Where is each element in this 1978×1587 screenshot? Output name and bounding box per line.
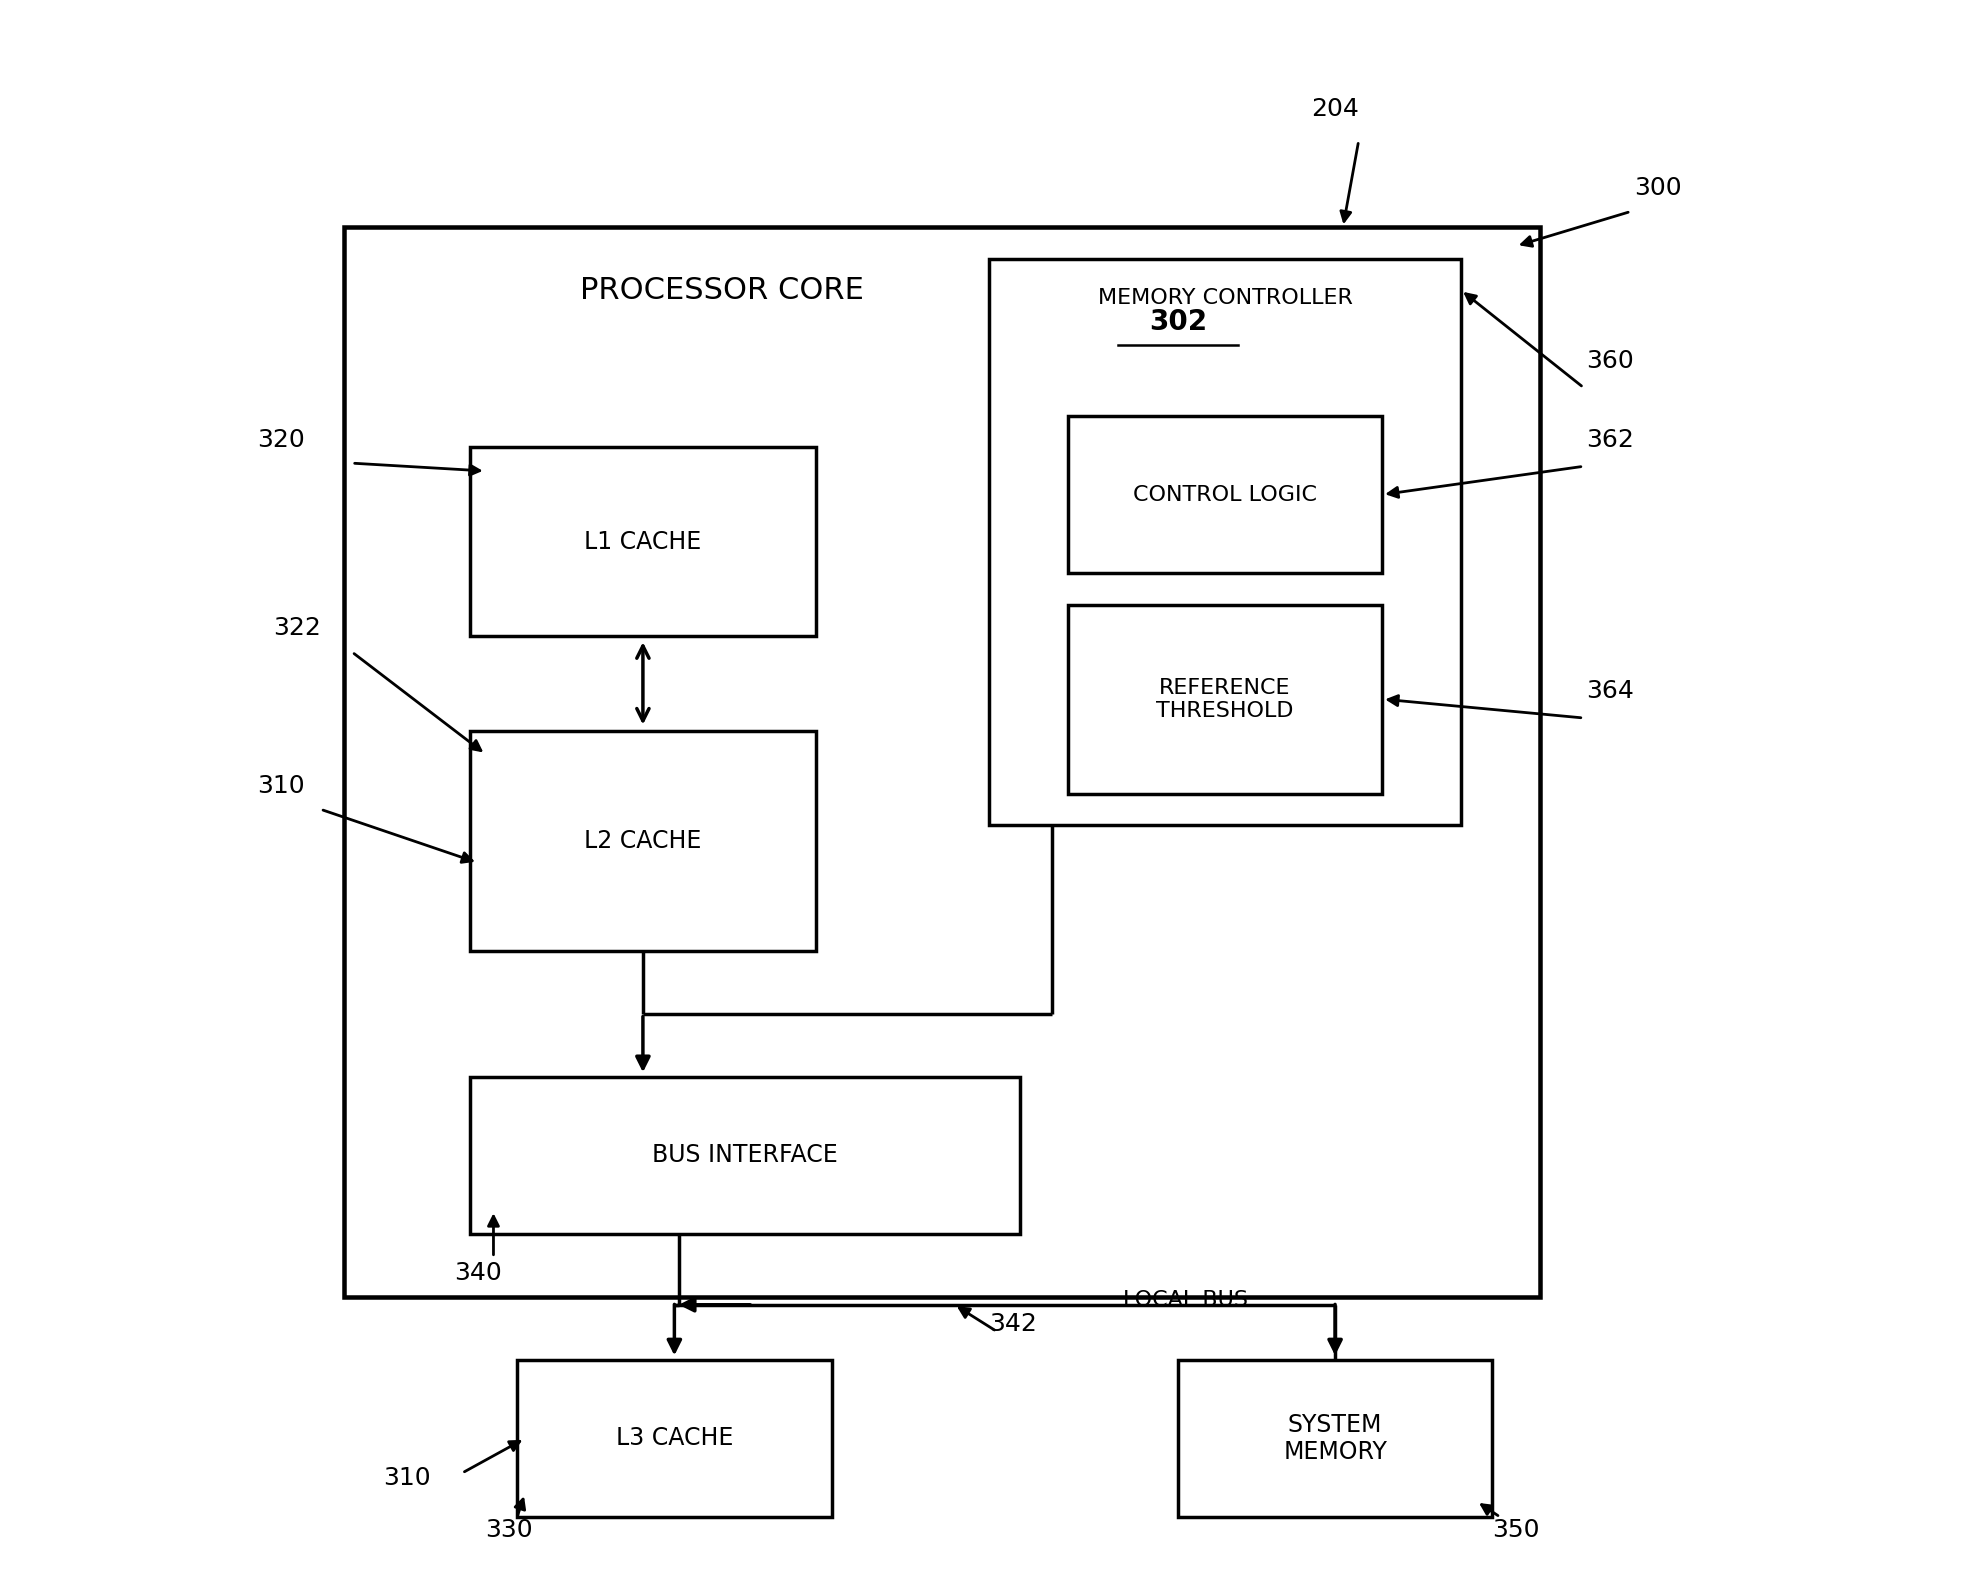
Text: 310: 310 xyxy=(384,1466,431,1490)
Text: 362: 362 xyxy=(1586,427,1634,452)
Text: 342: 342 xyxy=(989,1311,1036,1336)
Text: 330: 330 xyxy=(485,1517,532,1541)
Text: 300: 300 xyxy=(1634,176,1681,200)
Text: REFERENCE
THRESHOLD: REFERENCE THRESHOLD xyxy=(1157,678,1294,720)
Text: BUS INTERFACE: BUS INTERFACE xyxy=(653,1143,839,1168)
FancyBboxPatch shape xyxy=(471,730,817,951)
Text: 320: 320 xyxy=(257,427,305,452)
Text: 322: 322 xyxy=(273,616,320,640)
Text: L1 CACHE: L1 CACHE xyxy=(584,530,702,554)
Text: 340: 340 xyxy=(453,1262,502,1285)
Text: 360: 360 xyxy=(1586,349,1634,373)
Text: 302: 302 xyxy=(1149,308,1207,335)
Text: 350: 350 xyxy=(1491,1517,1539,1541)
FancyBboxPatch shape xyxy=(1177,1360,1491,1517)
Text: 204: 204 xyxy=(1311,97,1359,121)
Text: CONTROL LOGIC: CONTROL LOGIC xyxy=(1133,484,1317,505)
Text: L3 CACHE: L3 CACHE xyxy=(615,1427,734,1451)
Text: LOCAL BUS: LOCAL BUS xyxy=(1124,1290,1248,1309)
Text: 364: 364 xyxy=(1586,679,1634,703)
FancyBboxPatch shape xyxy=(1068,605,1383,794)
Text: PROCESSOR CORE: PROCESSOR CORE xyxy=(580,276,864,305)
FancyBboxPatch shape xyxy=(1068,416,1383,573)
FancyBboxPatch shape xyxy=(989,259,1462,825)
Text: 310: 310 xyxy=(257,773,305,798)
FancyBboxPatch shape xyxy=(516,1360,831,1517)
FancyBboxPatch shape xyxy=(471,1076,1021,1235)
Text: L2 CACHE: L2 CACHE xyxy=(584,828,702,852)
Text: SYSTEM
MEMORY: SYSTEM MEMORY xyxy=(1284,1412,1387,1465)
FancyBboxPatch shape xyxy=(471,448,817,636)
Text: MEMORY CONTROLLER: MEMORY CONTROLLER xyxy=(1098,287,1353,308)
FancyBboxPatch shape xyxy=(344,227,1539,1297)
